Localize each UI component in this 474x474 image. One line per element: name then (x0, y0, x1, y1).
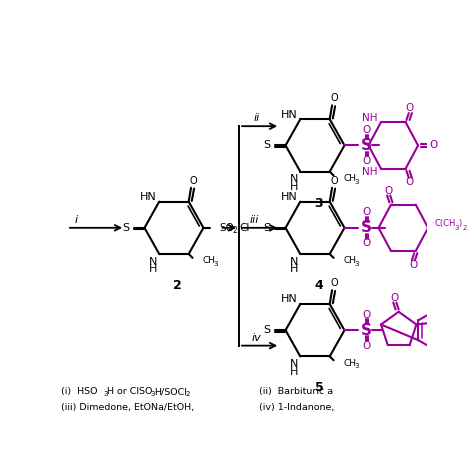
Text: S: S (264, 325, 271, 335)
Text: N: N (149, 257, 157, 267)
Text: (i)  HSO: (i) HSO (61, 387, 97, 396)
Text: H or ClSO: H or ClSO (107, 387, 153, 396)
Text: O: O (429, 140, 438, 150)
Text: (ii)  Barbituric a: (ii) Barbituric a (259, 387, 333, 396)
Text: HN: HN (281, 109, 298, 119)
Text: O: O (405, 103, 414, 113)
Text: O: O (410, 260, 418, 270)
Text: 2: 2 (186, 391, 190, 397)
Text: O: O (362, 238, 370, 248)
Text: HN: HN (281, 294, 298, 304)
Text: NH: NH (362, 167, 378, 177)
Text: CH: CH (344, 359, 356, 368)
Text: 3: 3 (213, 261, 218, 267)
Text: CH: CH (202, 256, 216, 265)
Text: HN: HN (140, 192, 157, 202)
Text: NH: NH (362, 113, 378, 124)
Text: O: O (362, 156, 370, 166)
Text: O: O (330, 176, 338, 186)
Text: 3: 3 (355, 261, 359, 267)
Text: HN: HN (281, 192, 298, 202)
Text: 3: 3 (315, 197, 323, 210)
Text: H: H (290, 264, 298, 274)
Text: SO: SO (219, 223, 234, 233)
Text: O: O (362, 341, 370, 351)
Text: N: N (290, 257, 298, 267)
Text: N: N (290, 174, 298, 184)
Text: 2: 2 (462, 225, 466, 231)
Text: S: S (264, 140, 271, 150)
Text: CH: CH (344, 256, 356, 265)
Text: O: O (190, 176, 197, 186)
Text: O: O (362, 310, 370, 320)
Text: O: O (330, 278, 338, 288)
Text: C(CH: C(CH (434, 219, 456, 228)
Text: S: S (361, 323, 372, 338)
Text: H/SOCl: H/SOCl (154, 387, 187, 396)
Text: ii: ii (254, 113, 260, 124)
Text: O: O (362, 125, 370, 135)
Text: 2: 2 (173, 279, 182, 292)
Text: CH: CH (344, 174, 356, 183)
Text: 3: 3 (355, 179, 359, 184)
Text: (iv) 1-Indanone,: (iv) 1-Indanone, (259, 403, 335, 412)
Text: N: N (290, 359, 298, 369)
Text: 3: 3 (455, 225, 459, 231)
Text: 3: 3 (150, 391, 155, 397)
Text: i: i (75, 215, 78, 225)
Text: 4: 4 (315, 279, 323, 292)
Text: O: O (391, 293, 399, 303)
Text: 3: 3 (103, 391, 108, 397)
Text: S: S (122, 223, 129, 233)
Text: H: H (290, 367, 298, 377)
Text: O: O (405, 177, 414, 187)
Text: O: O (384, 186, 393, 196)
Text: S: S (264, 223, 271, 233)
Text: H: H (149, 264, 157, 274)
Text: iv: iv (252, 333, 262, 343)
Text: 5: 5 (315, 382, 323, 394)
Text: S: S (361, 138, 372, 153)
Text: S: S (361, 220, 372, 235)
Text: H: H (290, 182, 298, 192)
Text: 3: 3 (355, 364, 359, 369)
Text: (iii) Dimedone, EtONa/EtOH,: (iii) Dimedone, EtONa/EtOH, (61, 403, 194, 412)
Text: O: O (330, 93, 338, 103)
Text: ): ) (458, 219, 462, 228)
Text: iii: iii (250, 215, 259, 225)
Text: O: O (362, 208, 370, 218)
Text: 2: 2 (233, 227, 237, 236)
Text: Cl: Cl (239, 223, 249, 233)
